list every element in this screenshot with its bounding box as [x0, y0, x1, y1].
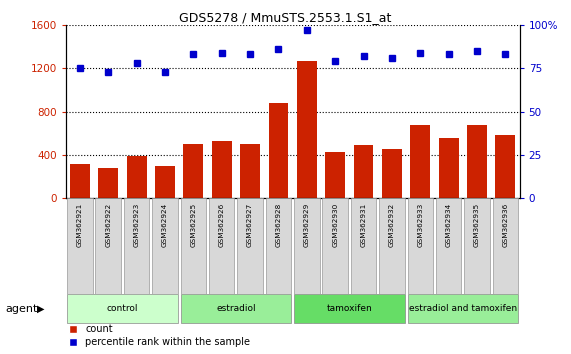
Text: GDS5278 / MmuSTS.2553.1.S1_at: GDS5278 / MmuSTS.2553.1.S1_at [179, 11, 392, 24]
Bar [467, 125, 487, 198]
FancyBboxPatch shape [67, 295, 178, 323]
Bar [353, 145, 373, 198]
Bar [98, 168, 118, 198]
Text: GSM362930: GSM362930 [332, 203, 338, 247]
Text: GSM362923: GSM362923 [134, 203, 139, 247]
Bar [411, 125, 430, 198]
FancyBboxPatch shape [351, 198, 376, 294]
Bar [183, 144, 203, 198]
FancyBboxPatch shape [379, 198, 405, 294]
FancyBboxPatch shape [209, 198, 235, 294]
Text: agent: agent [6, 304, 38, 314]
Text: GSM362934: GSM362934 [446, 203, 452, 247]
Bar [240, 144, 260, 198]
Text: GSM362933: GSM362933 [417, 203, 423, 247]
FancyBboxPatch shape [323, 198, 348, 294]
Text: GSM362931: GSM362931 [360, 203, 367, 247]
FancyBboxPatch shape [67, 198, 93, 294]
FancyBboxPatch shape [180, 198, 206, 294]
Bar [127, 156, 147, 198]
FancyBboxPatch shape [180, 295, 291, 323]
Bar [297, 61, 317, 198]
Text: GSM362929: GSM362929 [304, 203, 310, 247]
Bar [496, 135, 516, 198]
Text: GSM362922: GSM362922 [105, 203, 111, 247]
FancyBboxPatch shape [95, 198, 121, 294]
Text: estradiol and tamoxifen: estradiol and tamoxifen [409, 304, 517, 313]
FancyBboxPatch shape [464, 198, 490, 294]
FancyBboxPatch shape [124, 198, 150, 294]
Text: GSM362925: GSM362925 [190, 203, 196, 247]
Bar [382, 149, 402, 198]
Text: GSM362926: GSM362926 [219, 203, 225, 247]
FancyBboxPatch shape [294, 295, 405, 323]
Text: ▶: ▶ [37, 304, 45, 314]
FancyBboxPatch shape [436, 198, 461, 294]
FancyBboxPatch shape [493, 198, 518, 294]
FancyBboxPatch shape [408, 198, 433, 294]
FancyBboxPatch shape [238, 198, 263, 294]
Text: GSM362936: GSM362936 [502, 203, 508, 247]
Legend: count, percentile rank within the sample: count, percentile rank within the sample [68, 325, 250, 347]
Bar [325, 152, 345, 198]
Text: GSM362927: GSM362927 [247, 203, 253, 247]
Bar [439, 137, 459, 198]
Text: GSM362935: GSM362935 [474, 203, 480, 247]
Text: GSM362928: GSM362928 [275, 203, 282, 247]
Text: GSM362924: GSM362924 [162, 203, 168, 247]
Bar [70, 164, 90, 198]
Bar [212, 141, 232, 198]
Text: tamoxifen: tamoxifen [327, 304, 372, 313]
FancyBboxPatch shape [266, 198, 291, 294]
Text: GSM362921: GSM362921 [77, 203, 83, 247]
FancyBboxPatch shape [294, 198, 320, 294]
FancyBboxPatch shape [408, 295, 518, 323]
Text: estradiol: estradiol [216, 304, 256, 313]
Bar [155, 166, 175, 198]
Bar [268, 103, 288, 198]
Text: control: control [107, 304, 138, 313]
FancyBboxPatch shape [152, 198, 178, 294]
Text: GSM362932: GSM362932 [389, 203, 395, 247]
